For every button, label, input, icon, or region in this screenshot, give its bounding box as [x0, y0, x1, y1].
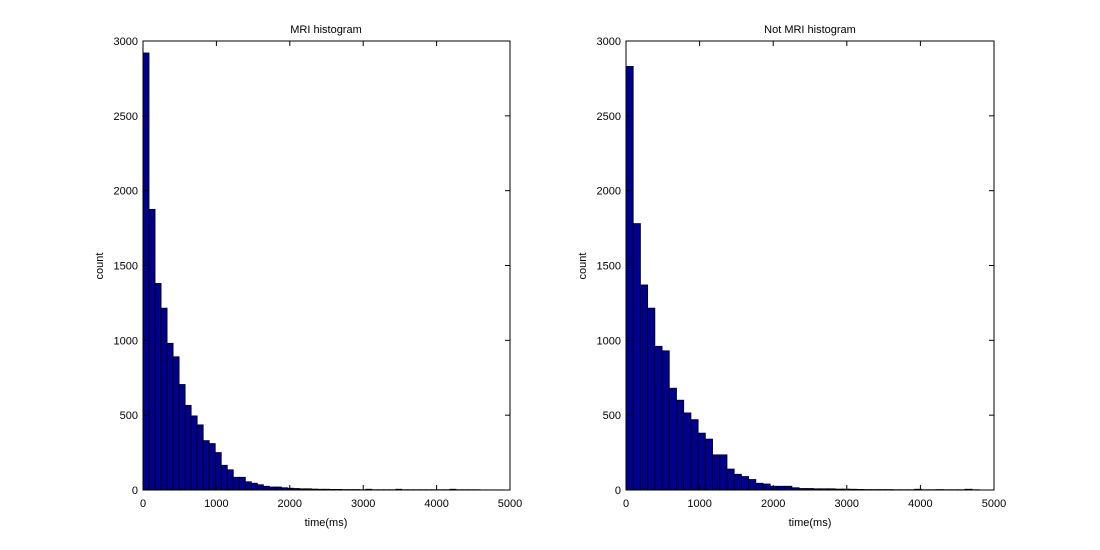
plot-frame — [625, 40, 995, 491]
histogram-bar — [226, 469, 234, 491]
x-tick-label: 5000 — [498, 498, 522, 510]
chart-not-mri-histogram: Not MRI histogram time(ms) count 0 1000 20… — [577, 24, 1006, 529]
histogram-bar — [777, 485, 786, 491]
y-axis-label: count — [94, 253, 106, 280]
histogram-bar — [741, 476, 750, 491]
x-tick-label: 2000 — [278, 498, 302, 510]
y-tick-label: 2000 — [597, 186, 621, 198]
histogram-bar — [190, 415, 198, 491]
chart-mri-histogram: MRI histogram time(ms) count 0 1000 2000 30… — [94, 24, 522, 529]
x-tick-label: 3000 — [835, 498, 859, 510]
histogram-bar — [676, 399, 685, 491]
histogram-bar — [250, 482, 258, 491]
histogram-bar — [668, 387, 677, 491]
bars-group — [625, 66, 980, 491]
histogram-bar — [238, 476, 246, 491]
histogram-bar — [208, 443, 216, 491]
y-tick-label: 2500 — [114, 111, 138, 123]
histogram-bar — [755, 482, 764, 491]
y-tick-label: 500 — [603, 410, 621, 422]
histogram-bar — [690, 419, 699, 491]
histogram-bar — [640, 284, 649, 491]
histogram-bar — [214, 452, 222, 491]
histogram-bar — [784, 485, 793, 491]
x-tick-label: 5000 — [982, 498, 1006, 510]
histogram-bar — [160, 307, 168, 491]
histogram-bar — [762, 483, 771, 491]
y-tick-label: 2500 — [597, 111, 621, 123]
histogram-bar — [632, 223, 641, 491]
histogram-bar — [142, 52, 150, 491]
y-tick-label: 2000 — [114, 186, 138, 198]
histogram-bar — [148, 208, 156, 491]
histogram-bar — [719, 454, 728, 491]
x-tick-label: 0 — [140, 498, 146, 510]
chart-title: MRI histogram — [290, 24, 362, 36]
histogram-bar — [712, 454, 721, 491]
histogram-bar — [704, 438, 713, 491]
y-tick-label: 3000 — [597, 36, 621, 48]
x-tick-label: 3000 — [351, 498, 375, 510]
histogram-bar — [733, 473, 742, 491]
histogram-bar — [726, 468, 735, 491]
histogram-bar — [202, 440, 210, 491]
histogram-bar — [683, 412, 692, 491]
y-tick-label: 1500 — [597, 261, 621, 273]
histogram-bar — [769, 485, 778, 491]
x-tick-label: 4000 — [908, 498, 932, 510]
x-axis-label: time(ms) — [789, 517, 832, 529]
x-tick-label: 1000 — [687, 498, 711, 510]
plot-frame — [142, 40, 511, 491]
y-tick-label: 3000 — [114, 36, 138, 48]
histogram-bar — [184, 405, 192, 491]
histogram-bar — [625, 66, 634, 491]
y-tick-label: 1500 — [114, 261, 138, 273]
y-tick-label: 1000 — [597, 335, 621, 347]
x-tick-label: 0 — [623, 498, 629, 510]
y-tick-label: 0 — [132, 485, 138, 497]
y-tick-label: 500 — [120, 410, 138, 422]
y-tick-label: 0 — [615, 485, 621, 497]
histogram-bar — [154, 283, 162, 491]
histogram-bar — [697, 432, 706, 491]
histogram-bar — [647, 307, 656, 491]
histogram-bar — [748, 479, 757, 491]
x-tick-label: 4000 — [424, 498, 448, 510]
x-tick-label: 2000 — [761, 498, 785, 510]
histogram-bar — [244, 481, 252, 491]
histogram-bar — [232, 476, 240, 491]
histogram-bar — [178, 384, 186, 491]
histogram-bar — [220, 464, 228, 491]
ticks-group: 0 1000 2000 3000 4000 5000 0 500 1000 1500 2000 250… — [597, 36, 1007, 510]
x-tick-label: 1000 — [204, 498, 228, 510]
histogram-bar — [262, 485, 270, 491]
x-axis-label: time(ms) — [305, 517, 348, 529]
histogram-bar — [661, 350, 670, 491]
histogram-bar — [654, 345, 663, 491]
ticks-group: 0 1000 2000 3000 4000 5000 0 500 1000 1500 2000 250… — [114, 36, 523, 510]
histogram-bar — [196, 424, 204, 491]
histogram-bar — [256, 484, 264, 491]
chart-title: Not MRI histogram — [764, 24, 856, 36]
y-axis-label: count — [577, 253, 589, 280]
y-tick-label: 1000 — [114, 335, 138, 347]
histogram-bar — [172, 356, 180, 491]
histogram-bar — [166, 342, 174, 491]
